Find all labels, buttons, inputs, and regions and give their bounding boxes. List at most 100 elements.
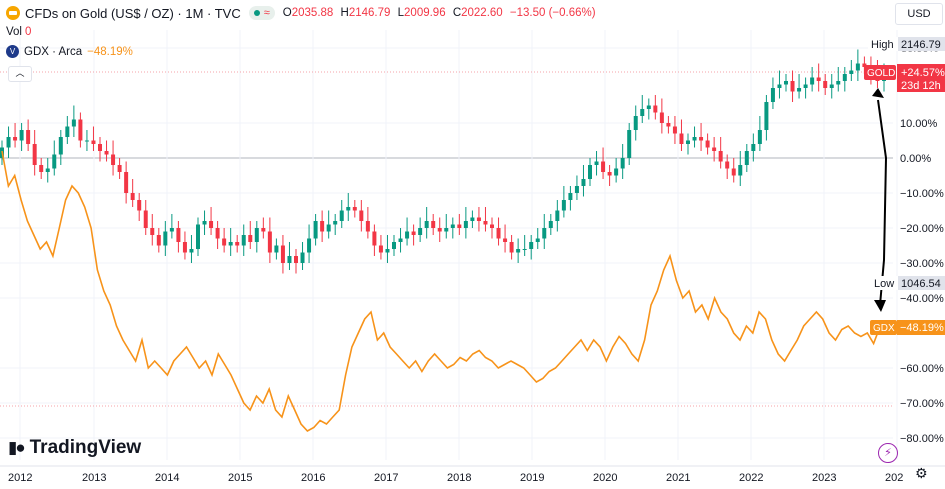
candle[interactable] (457, 224, 462, 229)
candle[interactable] (392, 242, 396, 249)
candle[interactable] (130, 193, 135, 200)
candle[interactable] (71, 119, 76, 127)
candle[interactable] (588, 165, 592, 179)
candle[interactable] (424, 221, 429, 228)
gear-icon[interactable]: ⚙ (915, 465, 928, 481)
candle[interactable] (842, 74, 847, 81)
candle[interactable] (797, 88, 802, 92)
candle[interactable] (26, 130, 31, 144)
candle[interactable] (39, 165, 44, 172)
candle[interactable] (561, 200, 566, 211)
candle[interactable] (496, 228, 501, 239)
candle[interactable] (267, 231, 272, 253)
candle[interactable] (111, 154, 116, 166)
candle[interactable] (529, 242, 534, 249)
candle[interactable] (542, 228, 547, 239)
candle[interactable] (6, 137, 11, 148)
candle[interactable] (78, 119, 83, 141)
candle[interactable] (326, 224, 331, 232)
candle[interactable] (764, 102, 769, 130)
candle[interactable] (307, 238, 312, 253)
candle[interactable] (333, 221, 338, 225)
candle[interactable] (300, 252, 305, 264)
candle[interactable] (437, 228, 442, 232)
candle[interactable] (150, 228, 155, 235)
candle[interactable] (849, 70, 854, 75)
candle[interactable] (627, 130, 632, 158)
candle[interactable] (117, 165, 122, 172)
candle[interactable] (568, 193, 573, 200)
candle[interactable] (594, 161, 599, 166)
candle[interactable] (418, 228, 423, 235)
candle[interactable] (254, 228, 259, 242)
candle[interactable] (91, 140, 96, 145)
candle[interactable] (444, 228, 449, 232)
compare-legend[interactable]: V GDX · Arca −48.19% (6, 45, 133, 58)
candle[interactable] (378, 245, 383, 253)
candle[interactable] (836, 81, 841, 85)
candle[interactable] (169, 228, 174, 232)
chevron-up-icon[interactable]: ︿ (8, 66, 32, 82)
candle[interactable] (823, 81, 828, 88)
candle[interactable] (803, 84, 808, 89)
candle[interactable] (228, 242, 233, 246)
candle[interactable] (699, 137, 704, 141)
candle[interactable] (535, 238, 540, 243)
candle[interactable] (398, 238, 403, 243)
candle[interactable] (509, 242, 514, 253)
candle[interactable] (463, 221, 468, 228)
candle[interactable] (84, 140, 89, 142)
candle[interactable] (431, 221, 436, 228)
candle[interactable] (58, 137, 63, 155)
candle[interactable] (490, 224, 494, 229)
candle[interactable] (653, 105, 658, 113)
candle[interactable] (470, 217, 475, 222)
lightning-icon[interactable]: ⚡ (878, 443, 898, 463)
candle[interactable] (19, 130, 24, 141)
candle[interactable] (692, 137, 697, 141)
candle[interactable] (411, 231, 416, 236)
candle[interactable] (45, 168, 50, 173)
candle[interactable] (156, 235, 161, 246)
candle[interactable] (777, 84, 782, 89)
candle[interactable] (614, 168, 619, 176)
candle[interactable] (601, 161, 606, 173)
candle[interactable] (65, 126, 70, 138)
candle[interactable] (104, 151, 109, 155)
candle[interactable] (483, 221, 488, 225)
candle[interactable] (352, 207, 357, 211)
candle[interactable] (248, 235, 253, 242)
candle[interactable] (581, 179, 586, 186)
candle[interactable] (202, 221, 207, 225)
candle[interactable] (862, 63, 867, 68)
candle[interactable] (320, 221, 325, 232)
candle[interactable] (784, 81, 788, 85)
candle[interactable] (816, 77, 821, 82)
candle[interactable] (731, 168, 736, 176)
candle[interactable] (163, 231, 168, 246)
candle[interactable] (359, 210, 364, 222)
candle[interactable] (365, 221, 370, 232)
candle[interactable] (450, 224, 455, 229)
candle[interactable] (738, 165, 743, 176)
candle[interactable] (757, 130, 762, 144)
candle[interactable] (574, 186, 579, 193)
candle[interactable] (672, 126, 677, 134)
candle[interactable] (751, 144, 756, 151)
candle[interactable] (137, 200, 142, 211)
candle[interactable] (855, 63, 860, 71)
candle[interactable] (659, 112, 664, 124)
candle[interactable] (241, 235, 246, 246)
candle[interactable] (503, 238, 508, 243)
candle[interactable] (607, 172, 612, 176)
candle[interactable] (640, 109, 645, 116)
candle[interactable] (666, 123, 671, 127)
candle[interactable] (405, 231, 410, 239)
candle[interactable] (686, 140, 690, 145)
candle[interactable] (790, 81, 795, 92)
candle[interactable] (215, 228, 220, 239)
candle[interactable] (13, 137, 18, 141)
currency-button[interactable]: USD (895, 3, 943, 25)
symbol-title[interactable]: CFDs on Gold (US$ / OZ) · 1M · TVC (25, 5, 241, 21)
